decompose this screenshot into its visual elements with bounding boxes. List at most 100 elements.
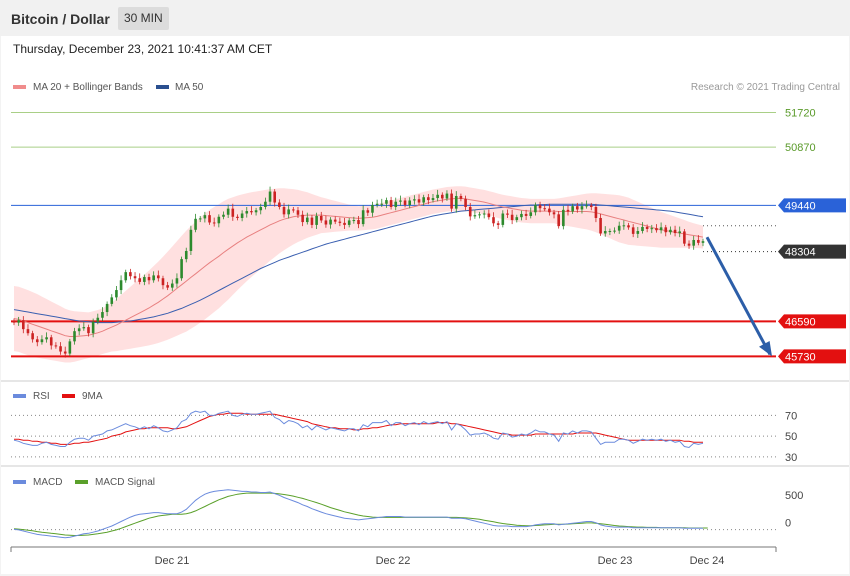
instrument-title: Bitcoin / Dollar [11,11,110,27]
level-label-51720: 51720 [785,108,816,120]
candle-body [366,210,370,213]
candle-body [133,276,137,279]
ma9-legend-label: 9MA [82,391,103,402]
candle-body [240,213,244,218]
candle-body [49,337,53,346]
level-tag-45730 [778,349,846,364]
candle-body [594,207,598,218]
candle-body [617,225,621,231]
signal-legend-swatch [75,480,88,484]
candle-body [319,215,323,221]
candle-body [534,204,537,213]
candle-body [194,218,197,230]
candle-body [40,339,44,343]
candle-body [417,199,421,203]
candle-body [264,201,267,207]
candle-body [520,213,523,218]
candle-body [138,278,141,282]
candle-body [473,215,477,217]
candle-body [445,193,449,199]
candle-body [119,280,123,291]
candle-body [655,228,658,231]
candle-body [678,231,682,234]
candle-body [585,205,588,207]
candle-body [454,196,458,209]
projection-arrow [705,236,772,356]
candle-body [501,213,505,225]
macd-panel: 0 500 [11,489,803,539]
macd-legend-swatch [13,480,26,484]
candle-body [301,214,304,223]
candle-body [431,198,435,201]
candle-body [571,206,574,212]
candle-body [87,327,90,334]
candle-body [562,209,565,227]
candle-body [157,275,160,279]
ma50-legend-label: MA 50 [175,82,204,93]
candle-body [282,207,286,215]
candle-body [683,231,686,244]
candle-body [613,230,616,232]
rsi-tick-70: 70 [785,410,797,422]
candle-body [250,211,253,213]
candle-body [361,210,365,225]
candle-body [496,223,500,225]
candle-body [580,206,584,210]
candle-body [82,327,86,329]
candle-body [147,277,151,281]
candle-body [459,196,463,199]
candle-body [492,217,495,224]
candle-body [659,227,663,231]
rsi-line [13,410,704,449]
candle-body [669,229,672,233]
x-tick-label: Dec 21 [155,555,190,567]
candle-body [422,197,425,203]
candle-body [45,337,48,340]
candle-body [105,303,109,313]
candle-body [101,312,104,318]
candle-body [687,243,691,246]
candle-body [296,210,300,215]
candle-body [152,275,155,281]
candle-body [622,225,626,227]
bollinger-band [14,186,703,363]
candle-body [636,231,640,234]
candle-body [385,200,388,204]
candle-body [278,202,281,207]
candle-body [515,217,519,221]
candle-body [170,283,174,288]
candle-body [413,199,416,201]
rsi-panel: 30 50 70 [11,410,797,464]
signal-legend-label: MACD Signal [95,477,155,488]
candle-body [333,219,337,222]
candle-body [324,220,328,225]
candle-body [59,346,62,352]
candle-body [22,320,25,330]
candle-body [478,214,481,216]
candle-body [217,216,221,224]
ma50-line [13,203,704,324]
rsi-ma9-line [14,412,703,445]
candle-body [77,328,81,332]
candle-body [189,229,193,251]
candle-body [566,209,570,212]
candle-body [203,215,207,219]
candle-body [692,239,695,246]
candle-body [371,204,374,213]
rsi-tick-50: 50 [785,431,797,443]
candle-body [347,220,351,225]
candle-body [54,345,58,347]
chart-timestamp: Thursday, December 23, 2021 10:41:37 AM … [13,42,273,56]
candle-body [305,217,309,223]
interval-button[interactable]: 30 MIN [118,7,169,30]
candle-body [436,194,439,199]
candle-body [35,339,39,343]
level-label-49440: 49440 [785,200,816,212]
candle-body [552,212,556,215]
candle-body [292,209,295,211]
x-tick-label: Dec 23 [598,555,633,567]
candle-body [287,209,290,215]
candle-body [697,239,700,243]
candle-body [198,218,202,220]
